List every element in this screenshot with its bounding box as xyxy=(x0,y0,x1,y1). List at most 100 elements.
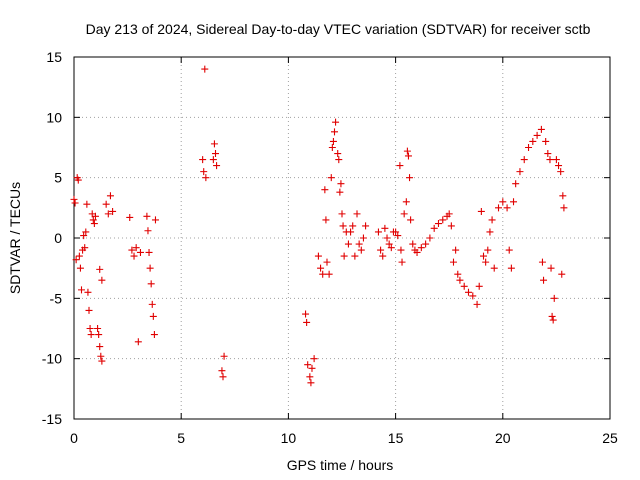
y-tick-label: -10 xyxy=(42,351,62,367)
data-point xyxy=(409,240,417,248)
data-point xyxy=(319,270,327,278)
data-point xyxy=(387,244,395,252)
data-point xyxy=(499,198,507,206)
data-point xyxy=(134,338,142,346)
data-point xyxy=(310,355,318,363)
data-point xyxy=(555,162,563,170)
data-point xyxy=(212,150,220,158)
data-point xyxy=(362,222,370,230)
data-point xyxy=(85,306,93,314)
data-point xyxy=(90,220,98,228)
y-tick-label: 10 xyxy=(46,109,62,125)
data-point xyxy=(149,312,157,320)
data-point xyxy=(86,325,94,332)
data-point xyxy=(329,137,337,145)
data-point xyxy=(488,216,496,224)
data-point xyxy=(70,195,78,203)
y-tick-label: -5 xyxy=(50,290,63,306)
data-point xyxy=(308,364,316,372)
data-point xyxy=(516,168,524,176)
data-point xyxy=(430,224,438,232)
data-point xyxy=(503,204,511,212)
data-point xyxy=(544,150,552,158)
data-point xyxy=(407,216,415,224)
data-point xyxy=(72,256,80,264)
data-point xyxy=(148,300,156,308)
data-point xyxy=(347,228,355,236)
data-point xyxy=(540,276,548,284)
data-point xyxy=(560,204,568,212)
data-point xyxy=(385,240,393,248)
data-point xyxy=(495,204,503,212)
data-point xyxy=(106,192,114,200)
data-point xyxy=(505,246,513,254)
data-point xyxy=(456,276,464,284)
data-point xyxy=(520,156,528,164)
data-point xyxy=(546,156,554,164)
data-point xyxy=(126,213,134,221)
data-point xyxy=(355,240,363,248)
data-point xyxy=(302,310,310,318)
data-point xyxy=(339,222,347,230)
data-point xyxy=(136,248,144,256)
data-point xyxy=(146,264,154,272)
data-point xyxy=(349,222,357,230)
data-point xyxy=(87,331,95,339)
data-point xyxy=(89,216,97,224)
data-point xyxy=(317,264,325,272)
data-point xyxy=(109,207,117,215)
data-point xyxy=(150,331,158,339)
data-point xyxy=(94,325,102,332)
data-point xyxy=(304,361,312,369)
data-point xyxy=(397,246,405,254)
data-point xyxy=(473,300,481,308)
data-point xyxy=(303,318,311,326)
data-point xyxy=(327,174,335,182)
data-point xyxy=(486,228,494,236)
data-point xyxy=(490,264,498,272)
grid xyxy=(74,57,610,419)
y-tick-label: -15 xyxy=(42,411,62,427)
data-point xyxy=(525,144,533,151)
data-point xyxy=(482,258,490,266)
data-point xyxy=(547,264,555,272)
data-point xyxy=(143,212,151,220)
y-axis-label: SDTVAR / TECUs xyxy=(7,182,23,294)
data-point xyxy=(91,212,99,220)
data-point xyxy=(83,200,91,208)
data-point xyxy=(475,282,483,290)
data-point xyxy=(392,228,400,236)
data-point xyxy=(97,352,105,360)
data-point xyxy=(82,228,90,236)
data-point xyxy=(76,264,84,272)
x-tick-label: 20 xyxy=(495,430,511,446)
data-point xyxy=(351,252,359,260)
data-point xyxy=(306,373,314,381)
data-point xyxy=(335,156,343,164)
data-point xyxy=(538,258,546,266)
x-tick-label: 25 xyxy=(602,430,618,446)
data-point xyxy=(96,343,104,351)
data-point xyxy=(548,312,556,320)
data-point xyxy=(81,244,89,252)
data-point xyxy=(202,174,210,182)
data-point xyxy=(403,147,411,155)
data-point xyxy=(344,240,352,248)
data-point xyxy=(95,331,103,339)
data-point xyxy=(559,192,567,200)
data-point xyxy=(353,210,361,218)
data-point xyxy=(213,162,221,170)
data-point xyxy=(78,286,86,294)
data-point xyxy=(396,162,404,170)
data-point xyxy=(338,210,346,218)
data-point xyxy=(219,373,227,381)
x-axis-tick-labels: 0 5 10 15 20 25 xyxy=(70,430,618,446)
data-point xyxy=(322,216,330,224)
data-point xyxy=(383,234,391,242)
data-point xyxy=(340,252,348,260)
data-point xyxy=(218,367,226,375)
x-tick-label: 0 xyxy=(70,430,78,446)
data-point xyxy=(210,140,218,148)
data-point xyxy=(377,246,385,254)
data-point xyxy=(417,244,425,252)
